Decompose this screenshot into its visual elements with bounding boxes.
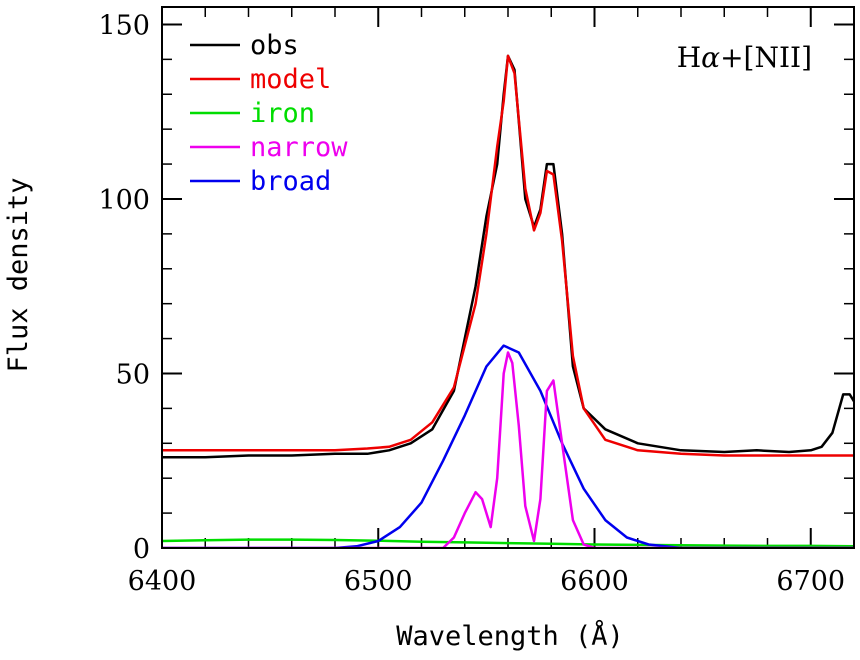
y-axis-title-group: Flux density <box>3 177 34 372</box>
series-layer <box>162 54 854 548</box>
series-group <box>162 54 854 548</box>
series-line-broad <box>162 344 854 548</box>
x-tick-label: 6700 <box>776 566 845 597</box>
legend-label-narrow: narrow <box>250 132 348 163</box>
y-axis-title: Flux density <box>3 177 34 372</box>
annotation-greek: α <box>701 41 720 74</box>
x-tick-label: 6600 <box>560 566 629 597</box>
x-axis-title: Wavelength (Å) <box>396 620 624 652</box>
series-line-narrow <box>162 351 854 548</box>
y-tick-label: 100 <box>98 185 150 216</box>
legend-label-broad: broad <box>250 166 331 197</box>
series-line-model <box>162 54 854 457</box>
legend-label-obs: obs <box>250 30 299 61</box>
y-tick-label: 0 <box>133 534 150 565</box>
line-label-annotation: Hα+[NII] <box>677 41 812 74</box>
series-line-iron <box>162 538 854 548</box>
annotation-prefix: H <box>677 41 701 74</box>
y-tick-label: 150 <box>98 10 150 41</box>
annotation-suffix: +[NII] <box>720 41 812 74</box>
plot-frame <box>161 6 855 549</box>
legend-label-model: model <box>250 64 331 95</box>
x-tick-label: 6500 <box>344 566 413 597</box>
ticks-layer: 6400 6500 6600 6700 0 50 100 150 <box>98 7 855 597</box>
y-tick-label: 50 <box>116 359 150 390</box>
x-tick-label: 6400 <box>128 566 197 597</box>
legend-label-iron: iron <box>250 98 315 129</box>
